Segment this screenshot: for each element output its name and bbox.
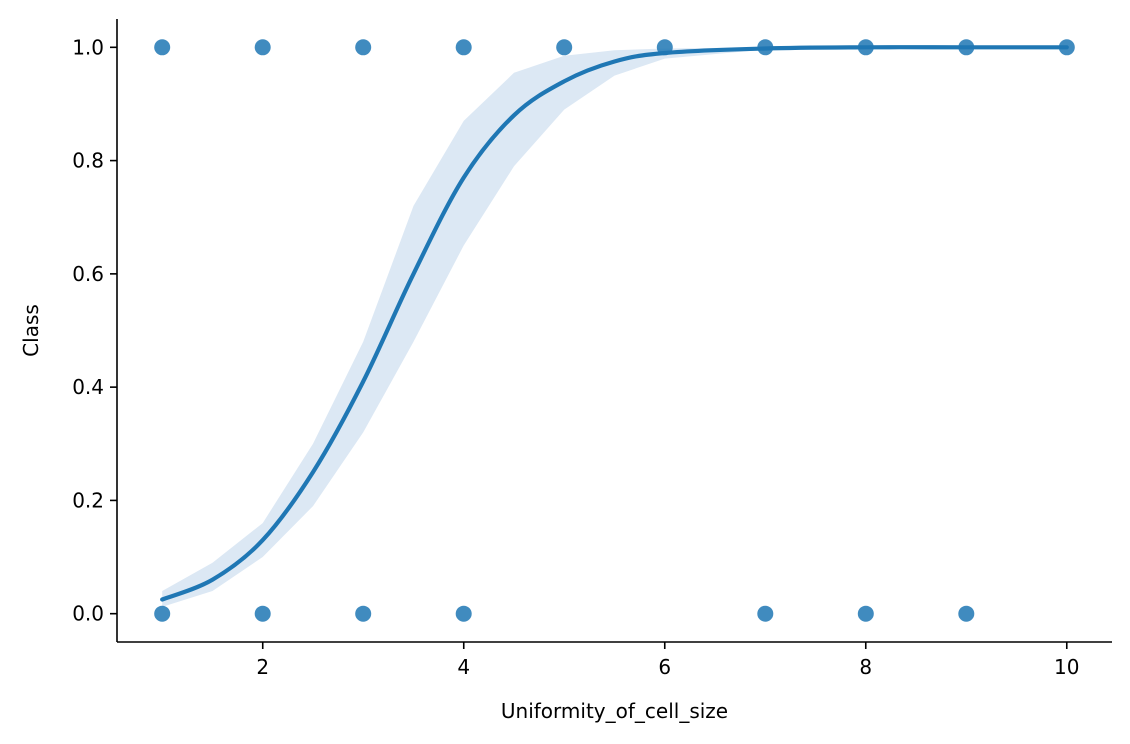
x-ticks: 2 4 6 8 10 xyxy=(256,642,1079,679)
scatter-point xyxy=(154,605,171,622)
y-tick-label: 0.8 xyxy=(72,149,104,173)
confidence-band xyxy=(162,47,1067,607)
x-tick-label: 4 xyxy=(457,655,470,679)
scatter-point xyxy=(556,39,573,56)
scatter-point xyxy=(455,39,472,56)
scatter-point xyxy=(455,605,472,622)
y-axis-label: Class xyxy=(19,304,43,357)
scatter-point xyxy=(355,39,372,56)
x-tick-label: 10 xyxy=(1054,655,1079,679)
scatter-point xyxy=(958,605,975,622)
x-axis-label: Uniformity_of_cell_size xyxy=(501,699,728,723)
confidence-band-layer xyxy=(162,47,1067,607)
x-tick-label: 8 xyxy=(859,655,872,679)
fit-curve xyxy=(160,45,1069,602)
y-tick-label: 0.4 xyxy=(72,375,104,399)
scatter-point xyxy=(857,605,874,622)
scatter-point xyxy=(757,605,774,622)
x-tick-label: 2 xyxy=(256,655,269,679)
scatter-point xyxy=(355,605,372,622)
axes xyxy=(116,19,1112,643)
scatter-points-layer xyxy=(154,39,1075,622)
fit-curve-layer xyxy=(160,45,1069,602)
scatter-point xyxy=(154,39,171,56)
y-ticks: 0.0 0.2 0.4 0.6 0.8 1.0 xyxy=(72,35,117,626)
y-tick-label: 0.6 xyxy=(72,262,104,286)
x-tick-label: 6 xyxy=(658,655,671,679)
y-tick-label: 1.0 xyxy=(72,35,104,59)
scatter-point xyxy=(254,605,271,622)
y-tick-label: 0.2 xyxy=(72,488,104,512)
y-tick-label: 0.0 xyxy=(72,602,104,626)
scatter-point xyxy=(254,39,271,56)
